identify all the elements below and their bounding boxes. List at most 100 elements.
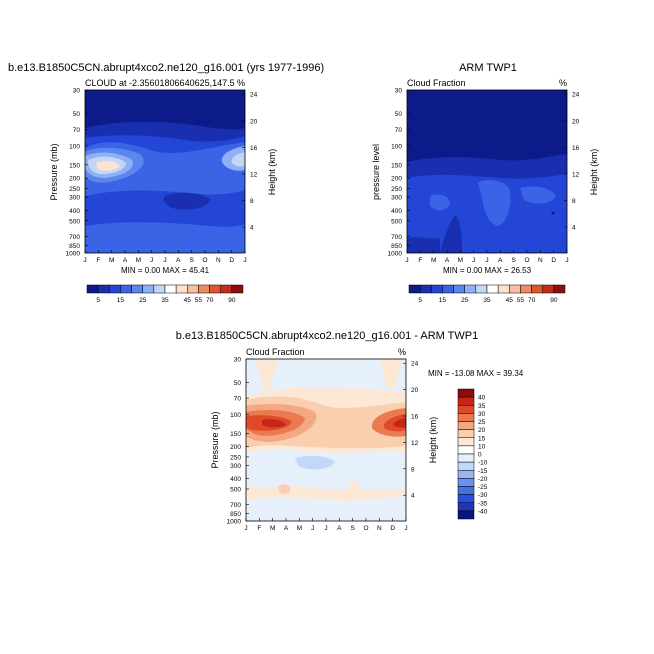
panel-model-colorbar-swatch bbox=[175, 284, 188, 294]
panel-model-colorbar-swatch bbox=[187, 284, 199, 294]
panel-model-colorbar-label: 15 bbox=[117, 297, 125, 304]
panel-diff-xtick-label: O bbox=[363, 525, 368, 532]
panel-obs-ylabel-right: Height (km) bbox=[589, 149, 599, 196]
panel-obs-xtick-label: A bbox=[445, 257, 450, 264]
panel-diff-ytick-right-label: 8 bbox=[411, 466, 415, 473]
panel-diff-ytick-label: 50 bbox=[234, 380, 242, 387]
panel-model-colorbar-swatch bbox=[198, 284, 210, 294]
panel-model-subtitle-left: CLOUD at -2.35601806640625,147.5 bbox=[85, 78, 235, 88]
panel-model-colorbar-label: 5 bbox=[96, 297, 100, 304]
panel-diff-xtick-label: J bbox=[244, 525, 247, 532]
panel-obs-xtick-label: N bbox=[538, 257, 543, 264]
panel-diff-colorbar-swatch bbox=[457, 421, 475, 430]
panel-model-colorbar-swatch bbox=[231, 284, 244, 294]
panel-model-colorbar-label: 70 bbox=[206, 297, 214, 304]
panel-obs-xtick-label: J bbox=[472, 257, 475, 264]
panel-model-subtitle-right: % bbox=[237, 78, 245, 88]
panel-obs-colorbar-label: 25 bbox=[461, 297, 469, 304]
panel-model-ylabel-right: Height (km) bbox=[267, 149, 277, 196]
panel-diff-colorbar-label: 20 bbox=[478, 427, 486, 434]
panel-obs-ytick-right-label: 20 bbox=[572, 118, 580, 125]
panel-model-ytick-right-label: 20 bbox=[250, 118, 258, 125]
panel-diff-colorbar-swatch bbox=[457, 388, 475, 398]
panel-diff-colorbar-label: -25 bbox=[478, 484, 488, 491]
panel-diff-colorbar-swatch bbox=[457, 445, 475, 455]
panel-model-colorbar-swatch bbox=[109, 284, 121, 294]
panel-model-ytick-label: 250 bbox=[69, 186, 80, 193]
panel-diff-ytick-label: 70 bbox=[234, 396, 242, 403]
panel-obs-ytick-label: 100 bbox=[391, 143, 402, 150]
panel-obs-ytick-right-label: 12 bbox=[572, 171, 580, 178]
panel-model-ytick-label: 1000 bbox=[66, 251, 81, 258]
panel-diff-subtitle-left: Cloud Fraction bbox=[246, 347, 305, 357]
panel-diff-ytick-label: 850 bbox=[230, 511, 241, 518]
panel-obs-xtick-label: F bbox=[418, 257, 422, 264]
panel-model-ytick-right-label: 24 bbox=[250, 92, 258, 99]
panel-model-xtick-label: J bbox=[163, 257, 166, 264]
panel-obs-ytick-right-label: 24 bbox=[572, 92, 580, 99]
panel-model-ytick-label: 700 bbox=[69, 234, 80, 241]
panel-model-ytick-label: 100 bbox=[69, 143, 80, 150]
panel-model-ytick-right-label: 8 bbox=[250, 198, 254, 205]
panel-diff-colorbar-swatch bbox=[457, 396, 475, 406]
panel-model-colorbar-swatch bbox=[209, 284, 221, 294]
panel-diff-xtick-label: N bbox=[377, 525, 382, 532]
panel-model-colorbar-swatch bbox=[164, 284, 177, 294]
panel-obs-colorbar-swatch bbox=[520, 284, 532, 294]
panel-model-xtick-label: F bbox=[96, 257, 100, 264]
panel-diff-colorbar-swatch bbox=[457, 502, 475, 512]
panel-obs-ytick-label: 700 bbox=[391, 234, 402, 241]
panel-diff-ytick-label: 300 bbox=[230, 463, 241, 470]
panel-model-xtick-label: A bbox=[176, 257, 181, 264]
panel-obs-xtick-label: J bbox=[565, 257, 568, 264]
panel-diff-colorbar-swatch bbox=[457, 486, 475, 495]
panel-model-xtick-label: D bbox=[229, 257, 234, 264]
panel-diff-colorbar-label: 0 bbox=[478, 452, 482, 459]
panel-diff-colorbar-label: -15 bbox=[478, 468, 488, 475]
panel-obs-colorbar-swatch bbox=[486, 284, 499, 294]
panel-model-colorbar-swatch bbox=[120, 284, 132, 294]
panel-model-colorbar-label: 45 bbox=[184, 297, 192, 304]
panel-diff-colorbar-label: 25 bbox=[478, 419, 486, 426]
panel-diff-ytick-label: 400 bbox=[230, 476, 241, 483]
panel-model-heatmap bbox=[85, 90, 245, 254]
panel-diff-ytick-right-label: 20 bbox=[411, 387, 419, 394]
panel-obs-colorbar-swatch bbox=[453, 284, 465, 294]
panel-diff-colorbar-swatch bbox=[457, 413, 475, 422]
panel-diff-colorbar-label: -35 bbox=[478, 500, 488, 507]
panel-obs-stats: MIN = 0.00 MAX = 26.53 bbox=[443, 266, 532, 275]
panel-obs-xtick-label: A bbox=[498, 257, 503, 264]
panel-diff-colorbar-swatch bbox=[457, 405, 475, 414]
panel-model-ytick-label: 30 bbox=[73, 88, 81, 95]
panel-obs-colorbar-label: 45 bbox=[506, 297, 514, 304]
panel-model-colorbar-swatch bbox=[142, 284, 155, 294]
panel-model-colorbar-label: 90 bbox=[228, 297, 236, 304]
panel-obs-colorbar-swatch bbox=[475, 284, 488, 294]
panel-obs-axes: J F M A M J J A S O N D J 30 50 70 100 150 200 250 300 400 500… bbox=[388, 88, 580, 265]
panel-model-ytick-right-label: 16 bbox=[250, 145, 258, 152]
panel-model-colorbar-swatch bbox=[131, 284, 143, 294]
panel-obs-colorbar-label: 70 bbox=[528, 297, 536, 304]
panel-diff-xtick-label: M bbox=[297, 525, 302, 532]
panel-diff-colorbar-label: -10 bbox=[478, 460, 488, 467]
panel-model-xtick-label: M bbox=[109, 257, 114, 264]
panel-obs-xtick-label: S bbox=[511, 257, 516, 264]
panel-obs: ARM TWP1 Cloud Fraction % J F M A M J J A S O N D J 3… bbox=[371, 62, 599, 304]
panel-diff-colorbar-label: -30 bbox=[478, 492, 488, 499]
panel-obs-colorbar-swatch bbox=[431, 284, 443, 294]
panel-diff-colorbar-swatch bbox=[457, 461, 475, 471]
panel-obs-heatmap bbox=[407, 90, 567, 253]
panel-obs-ytick-label: 500 bbox=[391, 218, 402, 225]
panel-diff-subtitle-right: % bbox=[398, 347, 406, 357]
panel-obs-colorbar-label: 35 bbox=[483, 297, 491, 304]
panel-diff-axes: J F M A M J J A S O N D J 30 50 70 100 150 200 250 300 400 500… bbox=[227, 357, 419, 533]
panel-obs-ytick-label: 150 bbox=[391, 162, 402, 169]
panel-diff-colorbar-label: 15 bbox=[478, 435, 486, 442]
panel-model-axes: J F M A M J J A S O N D J 30 50 70 100 150 200 250 300 400 500… bbox=[66, 88, 258, 265]
panel-diff-ytick-right-label: 24 bbox=[411, 361, 419, 368]
panel-diff: b.e13.B1850C5CN.abrupt4xco2.ne120_g16.00… bbox=[176, 330, 524, 532]
panel-diff-xtick-label: D bbox=[390, 525, 395, 532]
panel-model-ytick-label: 400 bbox=[69, 208, 80, 215]
panel-obs-colorbar-swatch bbox=[497, 284, 510, 294]
